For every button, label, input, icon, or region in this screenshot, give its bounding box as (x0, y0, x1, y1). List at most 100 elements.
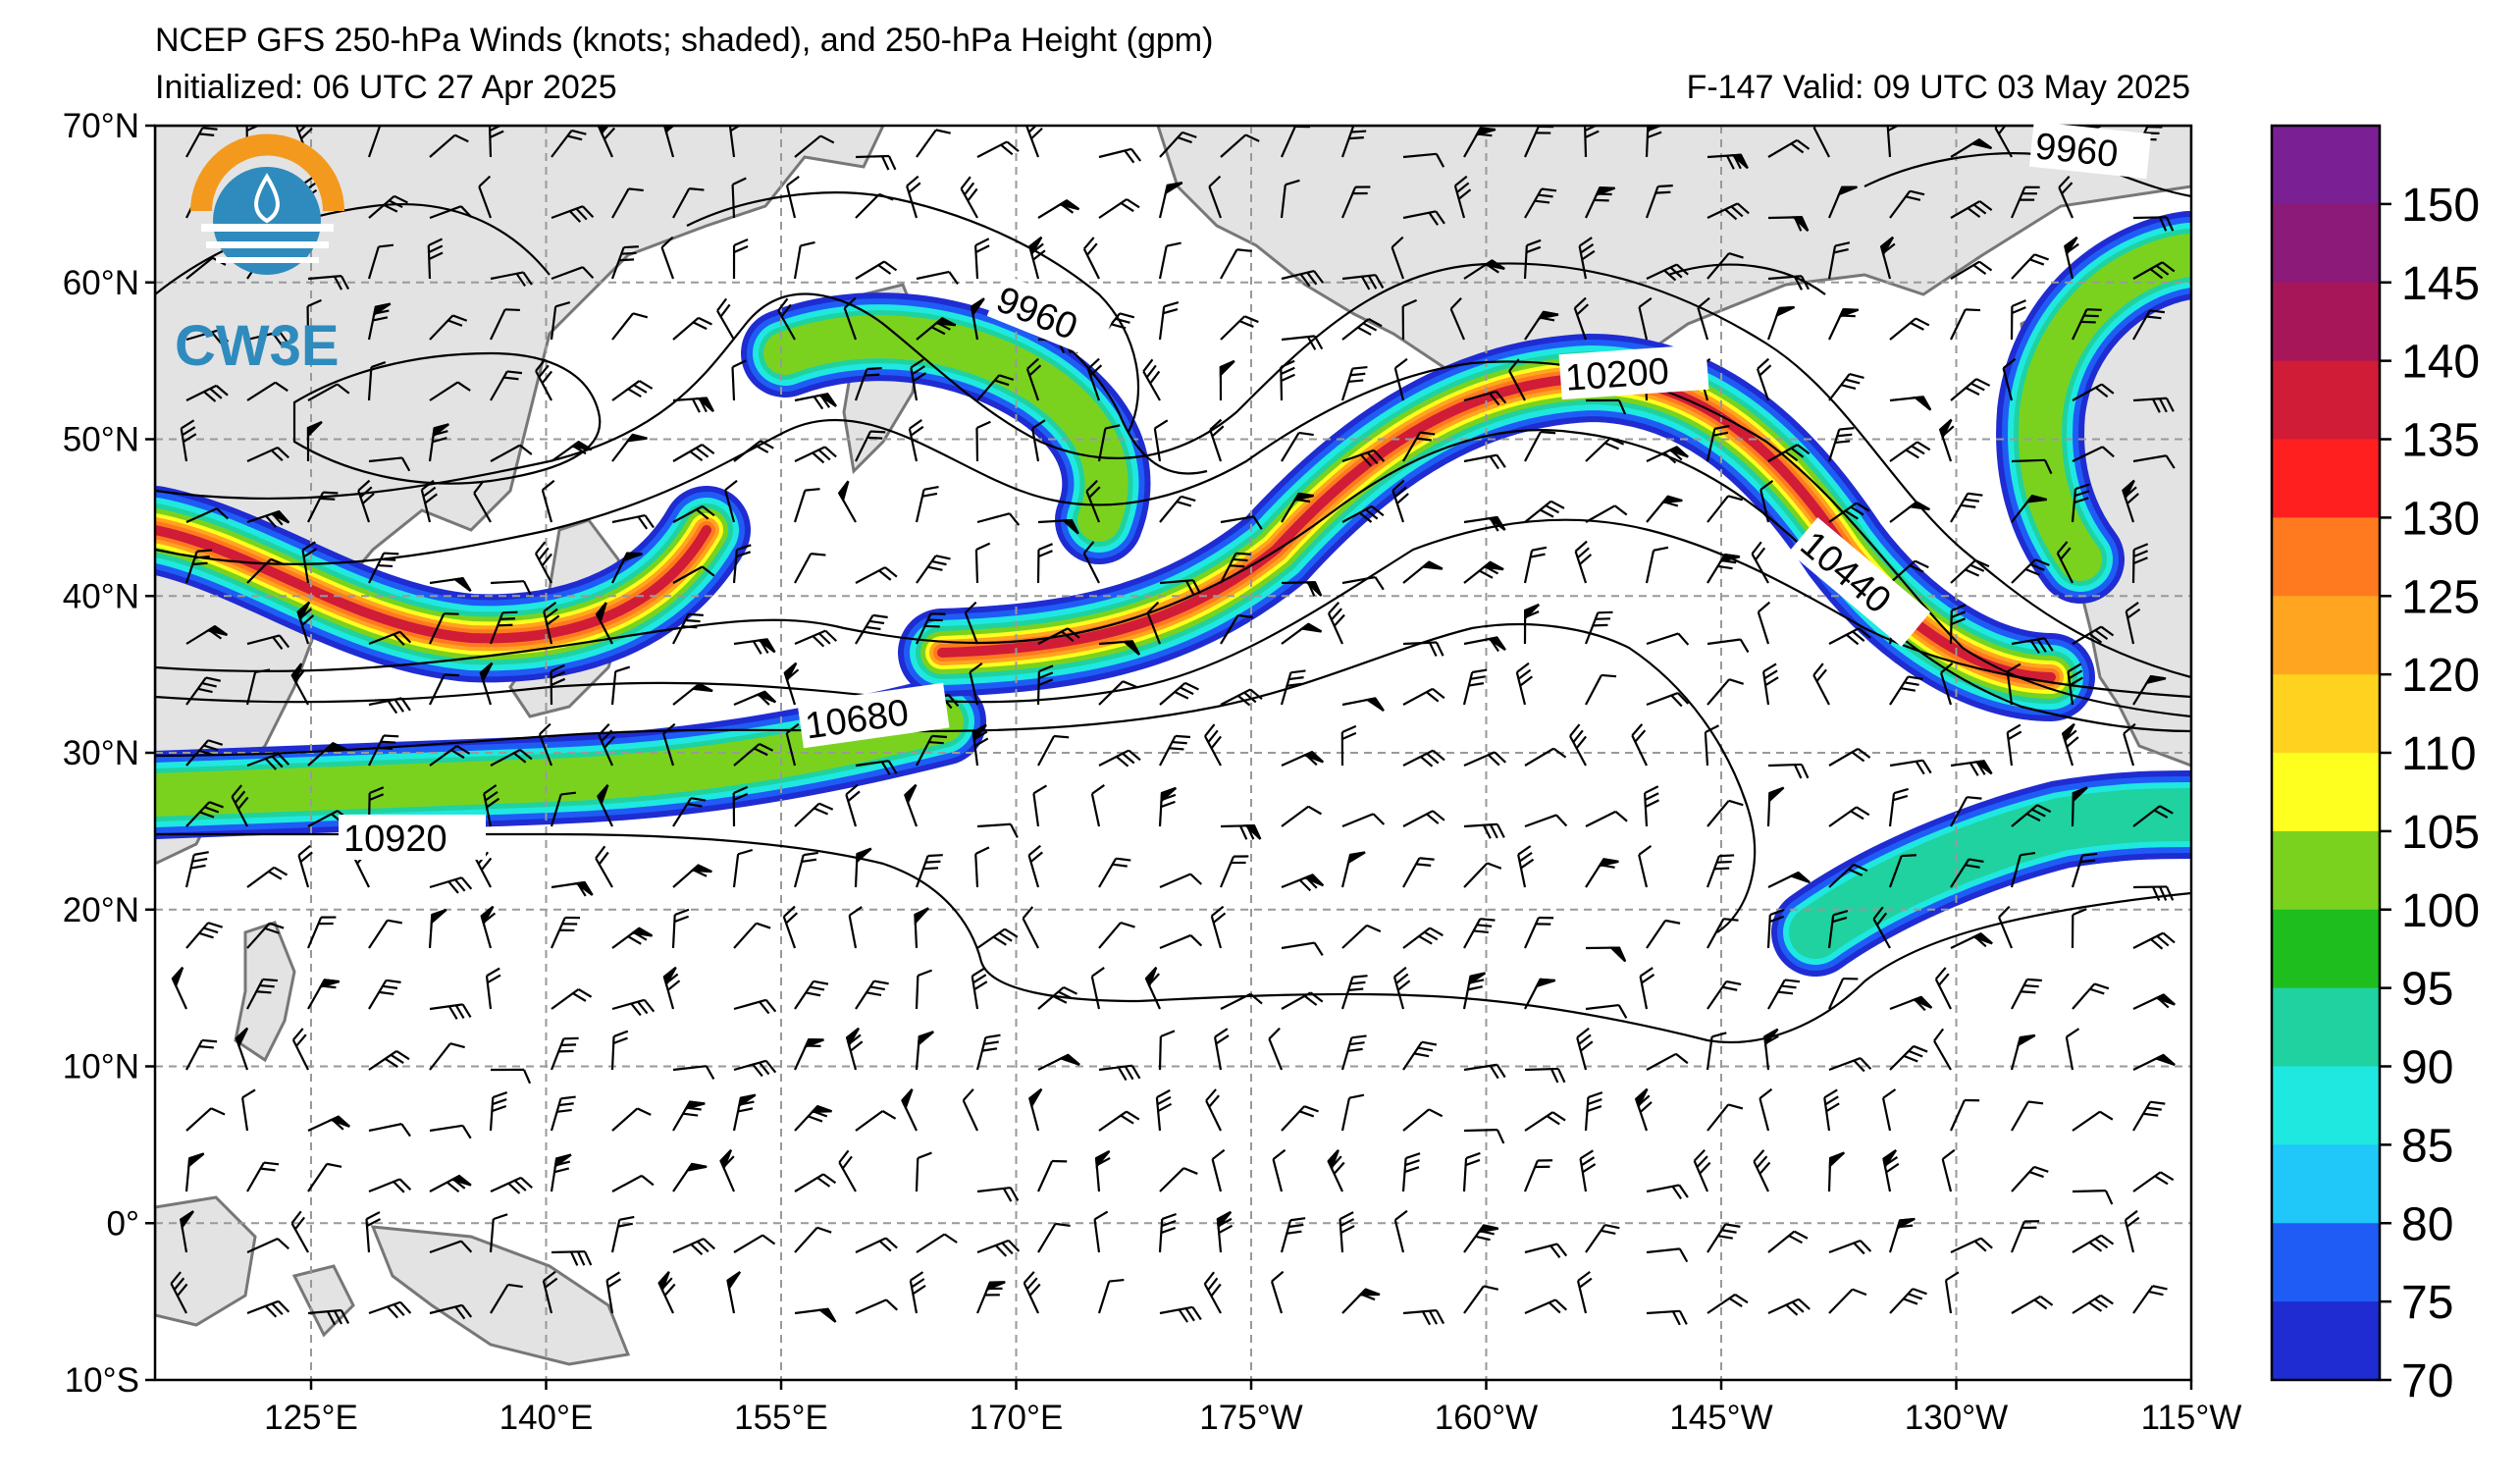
wind-barb (1950, 1237, 1993, 1253)
wind-barb (976, 140, 1020, 158)
wind-barb (1097, 1278, 1125, 1314)
wind-barb (843, 296, 858, 341)
wind-barb (1402, 927, 1444, 949)
wind-barb (1159, 1305, 1202, 1323)
wind-barb (1158, 1030, 1176, 1071)
wind-barb (1036, 664, 1054, 706)
wind-barb (719, 1148, 736, 1192)
wind-barb (489, 1213, 508, 1253)
wind-barb (1879, 236, 1896, 280)
wind-barb (1155, 1088, 1173, 1132)
wind-barb (2132, 397, 2175, 413)
wind-barb (611, 1174, 655, 1192)
wind-barb (732, 848, 754, 888)
wind-barb (534, 541, 552, 584)
wind-barb (1463, 918, 1496, 949)
wind-barb (1524, 1243, 1568, 1258)
wind-barb (1889, 441, 1931, 462)
wind-barb (1585, 673, 1617, 706)
wind-barb (794, 446, 837, 464)
wind-barb (1340, 1093, 1365, 1132)
wind-barb (171, 967, 188, 1010)
wind-barb (1767, 138, 1811, 158)
wind-barb (1462, 668, 1488, 706)
colorbar-swatch (2272, 1066, 2380, 1145)
wind-barb (733, 742, 774, 767)
wind-barb (1569, 723, 1587, 767)
wind-barb (1938, 418, 1955, 462)
wind-barb (1463, 751, 1507, 768)
lat-label: 40°N (63, 577, 139, 615)
wind-barb (1706, 424, 1730, 462)
wind-barb (1751, 541, 1769, 584)
wind-barb (1341, 449, 1386, 467)
wind-barb (1889, 675, 1923, 706)
wind-barb (1646, 1247, 1689, 1263)
wind-barb (1646, 1184, 1689, 1200)
wind-barb (597, 784, 613, 827)
wind-barb (1031, 419, 1046, 462)
wind-barb (185, 801, 224, 827)
map-area (155, 126, 2191, 1380)
wind-barb (307, 383, 350, 401)
wind-barb (1827, 427, 1855, 462)
wind-barb (1584, 610, 1613, 645)
wind-barb (672, 565, 715, 584)
wind-barb (662, 966, 681, 1010)
wind-barb (185, 739, 224, 767)
wind-barb (1934, 967, 1952, 1010)
colorbar-swatch (2272, 517, 2380, 597)
wind-barb (2072, 1234, 2115, 1253)
wind-barb (1098, 922, 1135, 949)
wind-barb (1706, 799, 1744, 827)
wind-barb (1889, 559, 1929, 584)
wind-barb (1402, 810, 1445, 827)
wind-barb (611, 380, 654, 401)
wind-barb (1393, 1209, 1408, 1253)
wind-barb (1028, 236, 1046, 280)
wind-barb (732, 785, 749, 827)
wind-barb (2010, 185, 2040, 219)
lon-label: 115°W (2141, 1399, 2242, 1437)
wind-barb (1392, 966, 1411, 1010)
wind-barb (916, 612, 946, 645)
wind-barb (1340, 126, 1369, 158)
wind-barb (1281, 269, 1325, 288)
wind-barb (551, 129, 587, 158)
lat-label: 70°N (63, 107, 139, 145)
wind-barb (1220, 515, 1263, 530)
wind-barb (610, 1030, 629, 1071)
wind-barb (1453, 175, 1472, 219)
wind-barb (793, 240, 815, 280)
wind-barb (973, 238, 990, 280)
wind-barb (1827, 1151, 1846, 1192)
wind-barb (672, 397, 714, 413)
wind-barb (855, 613, 888, 645)
wind-barb (1402, 641, 1444, 658)
wind-barb (1281, 941, 1324, 956)
wind-barb (368, 979, 401, 1010)
wind-barb (1515, 662, 1533, 706)
wind-barb (976, 374, 1015, 401)
wind-barb (551, 988, 593, 1010)
wind-barb (485, 967, 501, 1010)
wind-barb (429, 381, 471, 401)
wind-barb (1393, 357, 1408, 401)
wind-barb (1585, 504, 1628, 523)
wind-barb (429, 745, 471, 767)
wind-barb (307, 979, 341, 1010)
wind-barb (301, 541, 318, 584)
wind-barb (1203, 1271, 1222, 1314)
map-title: NCEP GFS 250-hPa Winds (knots; shaded), … (155, 22, 1214, 59)
wind-barb (845, 783, 861, 827)
wind-barb (1402, 152, 1445, 168)
wind-barb (542, 1270, 558, 1314)
wind-barb (1524, 1298, 1568, 1315)
wind-barb (731, 359, 747, 401)
wind-barb (1523, 546, 1548, 584)
wind-barb (2132, 1053, 2176, 1071)
wind-barb (1028, 1087, 1043, 1132)
wind-barb (611, 998, 656, 1017)
wind-barb (1524, 1111, 1566, 1132)
